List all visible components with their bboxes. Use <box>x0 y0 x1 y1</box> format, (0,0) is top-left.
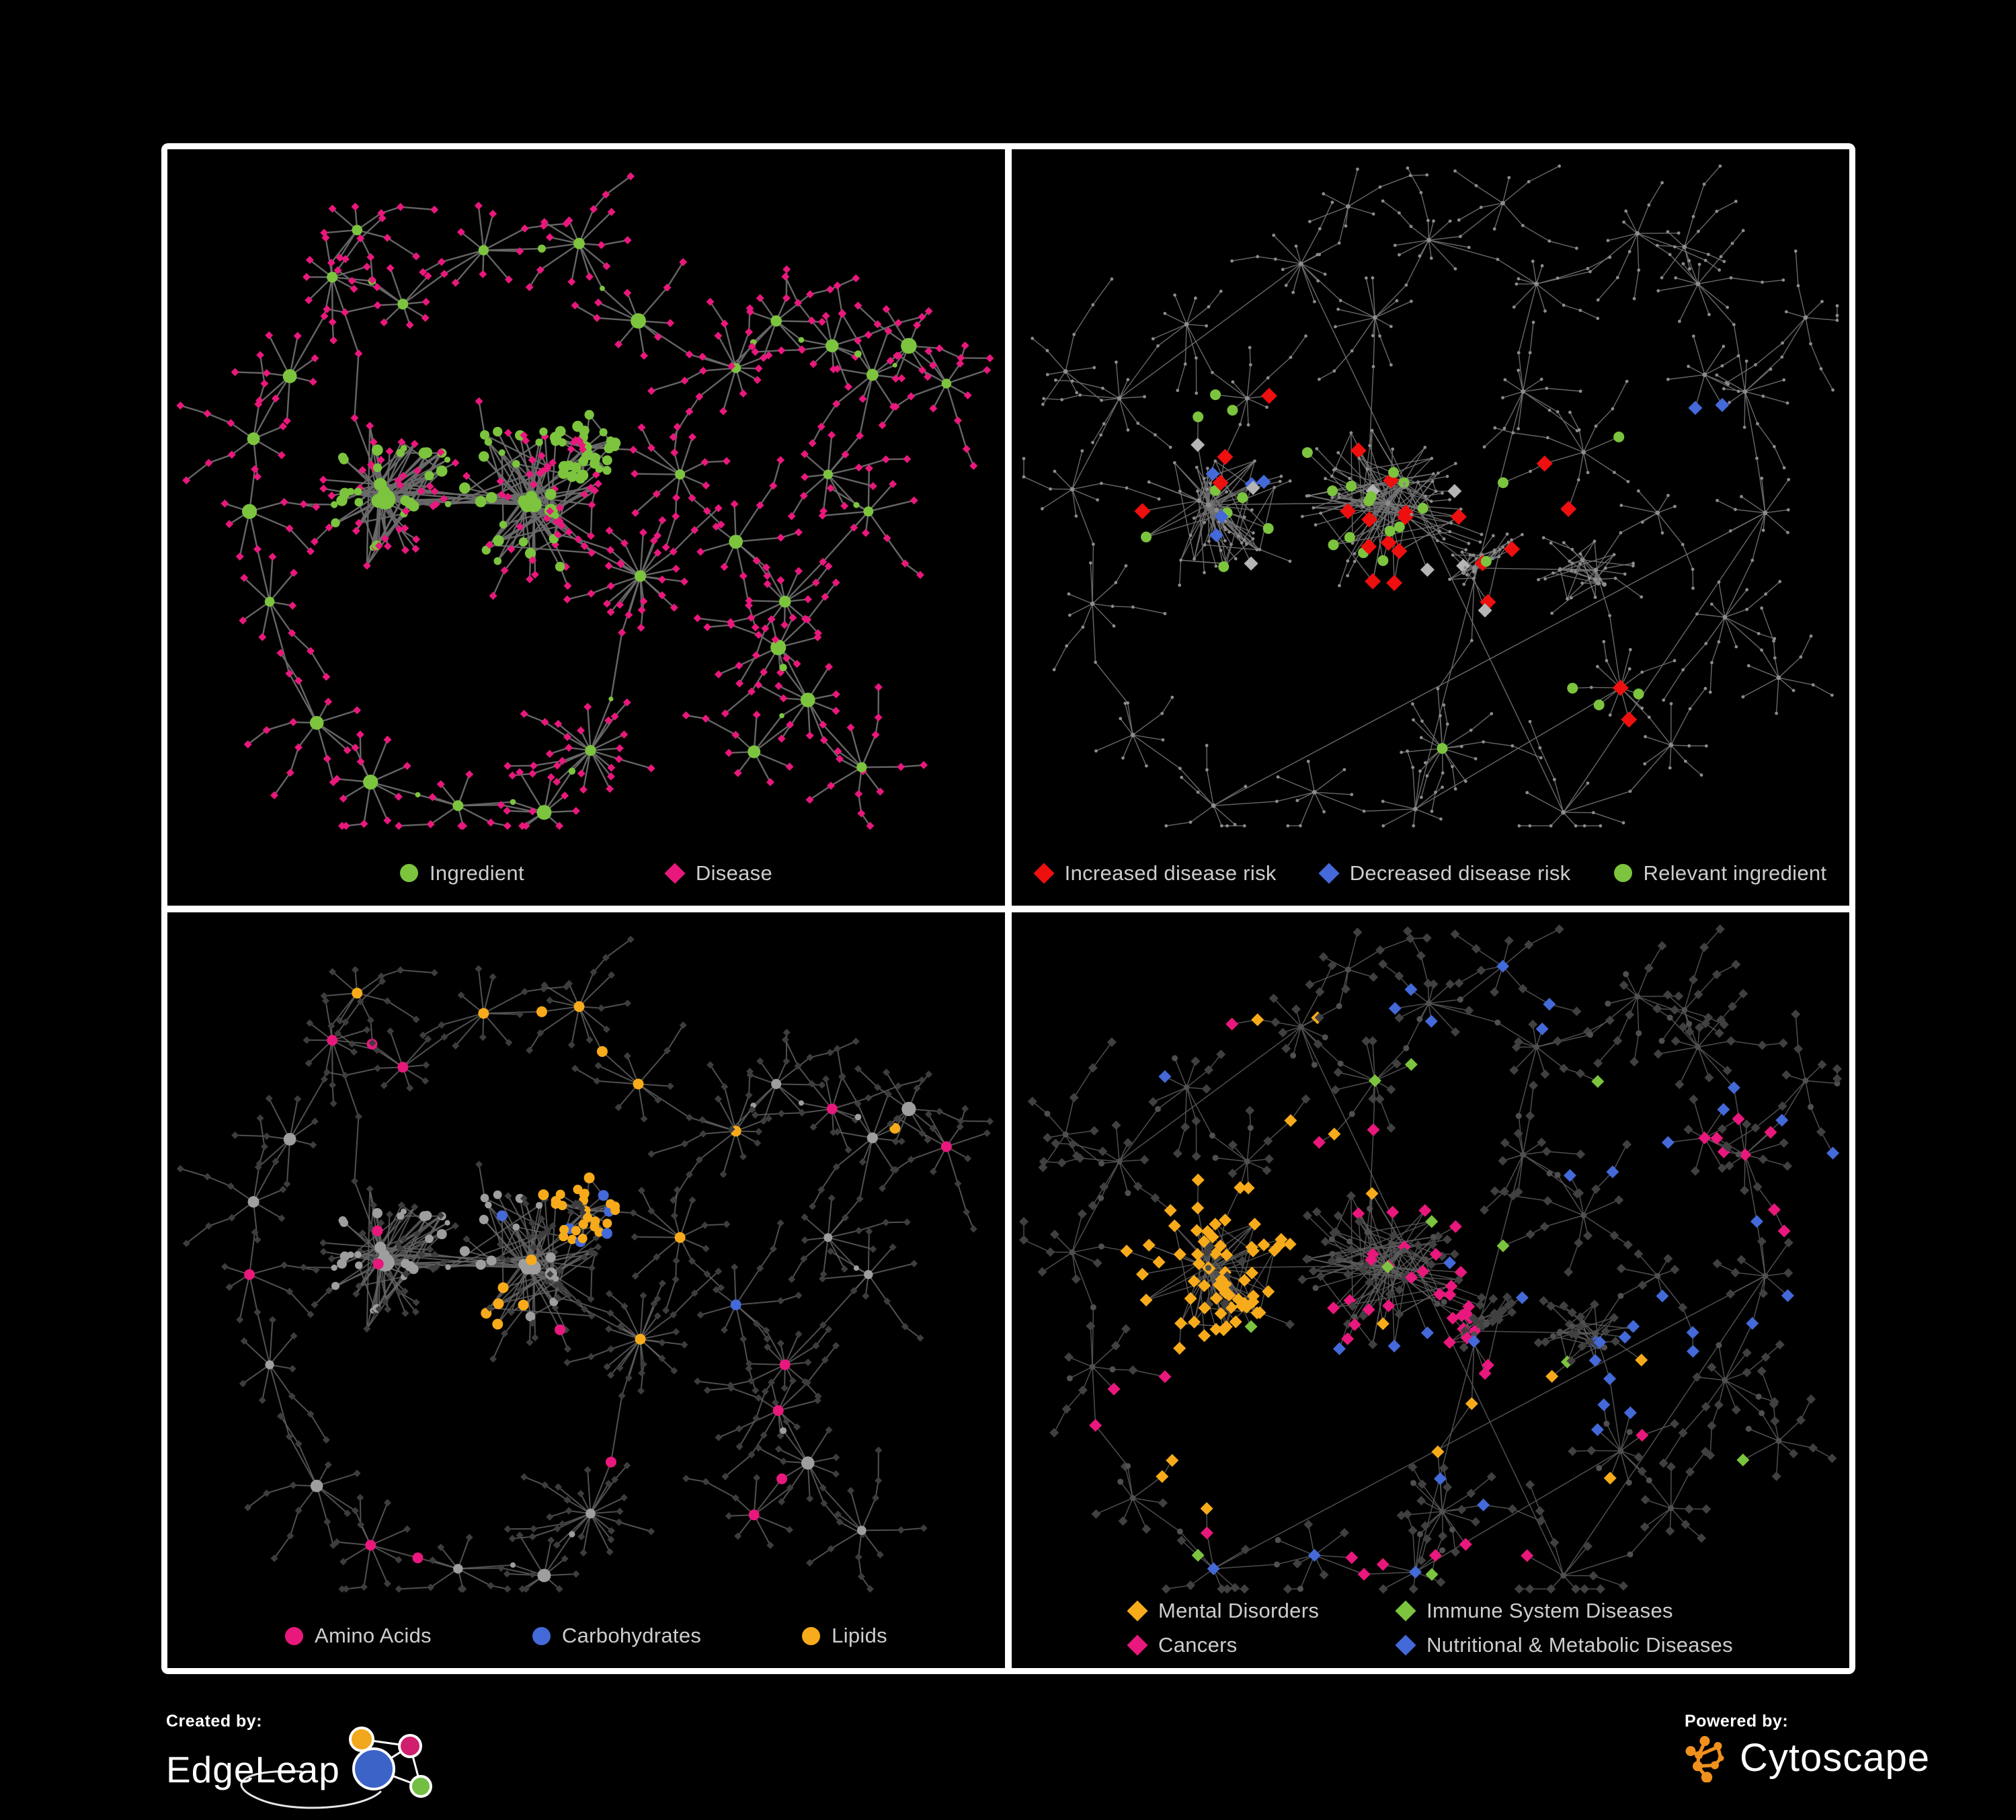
legend-item-ingredient: Ingredient <box>400 861 524 885</box>
mental-disorders-swatch-icon <box>1127 1600 1148 1622</box>
network-canvas-ingredient-disease <box>176 172 994 830</box>
cancers-swatch-icon <box>1127 1634 1148 1656</box>
legend-label: Disease <box>695 861 772 885</box>
panel-nutrient-classes: Amino Acids Carbohydrates Lipids <box>167 912 1005 1668</box>
legend-item-amino-acids: Amino Acids <box>285 1624 432 1648</box>
relevant-ingredient-swatch-icon <box>1613 864 1632 882</box>
panel-grid: Ingredient Disease Increased disease ris… <box>161 143 1855 1674</box>
powered-by-label: Powered by: <box>1685 1712 1789 1731</box>
panel-disease-categories: Mental Disorders Immune System Diseases … <box>1012 912 1849 1668</box>
lipids-swatch-icon <box>802 1626 821 1645</box>
legend-item-mental-disorders: Mental Disorders <box>1127 1599 1320 1623</box>
panel-ingredient-disease: Ingredient Disease <box>167 149 1005 906</box>
carbohydrates-swatch-icon <box>532 1626 551 1645</box>
legend-disease-categories: Mental Disorders Immune System Diseases … <box>1012 1599 1849 1657</box>
edgeleap-brand: EdgeLeap <box>166 1748 340 1790</box>
legend-item-disease: Disease <box>664 861 772 885</box>
legend-label: Nutritional & Metabolic Diseases <box>1426 1633 1733 1657</box>
network-canvas-disease-categories <box>1019 924 1842 1593</box>
legend-item-relevant-ingredient: Relevant ingredient <box>1613 861 1827 885</box>
amino-acids-swatch-icon <box>285 1626 304 1645</box>
nutritional-metabolic-swatch-icon <box>1395 1634 1416 1656</box>
legend-item-increased-risk: Increased disease risk <box>1033 861 1277 885</box>
legend-label: Cancers <box>1158 1633 1238 1657</box>
legend-label: Immune System Diseases <box>1426 1599 1673 1622</box>
legend-item-immune-diseases: Immune System Diseases <box>1395 1599 1733 1623</box>
increased-risk-swatch-icon <box>1033 862 1055 884</box>
cytoscape-logo-icon <box>1685 1736 1724 1782</box>
immune-diseases-swatch-icon <box>1395 1600 1416 1622</box>
powered-by-block: Powered by: <box>1685 1712 1930 1782</box>
network-canvas-disease-risk <box>1022 164 1839 828</box>
legend-ingredient-disease: Ingredient Disease <box>167 861 1005 885</box>
legend-item-nutritional-metabolic: Nutritional & Metabolic Diseases <box>1395 1633 1733 1657</box>
legend-label: Amino Acids <box>315 1624 432 1647</box>
legend-label: Decreased disease risk <box>1349 861 1571 885</box>
legend-disease-risk: Increased disease risk Decreased disease… <box>1012 861 1849 885</box>
legend-item-decreased-risk: Decreased disease risk <box>1318 861 1571 885</box>
legend-label: Mental Disorders <box>1158 1599 1320 1622</box>
disease-swatch-icon <box>664 862 686 884</box>
legend-label: Ingredient <box>430 861 524 885</box>
edgeleap-logo-icon <box>240 1727 432 1809</box>
cytoscape-brand: Cytoscape <box>1740 1736 1931 1780</box>
legend-label: Lipids <box>832 1624 887 1647</box>
legend-item-carbohydrates: Carbohydrates <box>532 1624 701 1648</box>
legend-label: Increased disease risk <box>1064 861 1277 885</box>
panel-disease-risk: Increased disease risk Decreased disease… <box>1012 149 1849 906</box>
legend-label: Carbohydrates <box>561 1624 702 1647</box>
ingredient-swatch-icon <box>400 864 418 882</box>
legend-item-cancers: Cancers <box>1127 1633 1319 1657</box>
created-by-label: Created by: <box>166 1712 263 1731</box>
decreased-risk-swatch-icon <box>1318 862 1340 884</box>
created-by-block: Created by: EdgeLeap <box>166 1712 442 1809</box>
legend-label: Relevant ingredient <box>1643 861 1827 885</box>
network-canvas-nutrient-classes <box>176 935 994 1593</box>
legend-item-lipids: Lipids <box>802 1624 887 1648</box>
legend-nutrient-classes: Amino Acids Carbohydrates Lipids <box>167 1624 1005 1648</box>
